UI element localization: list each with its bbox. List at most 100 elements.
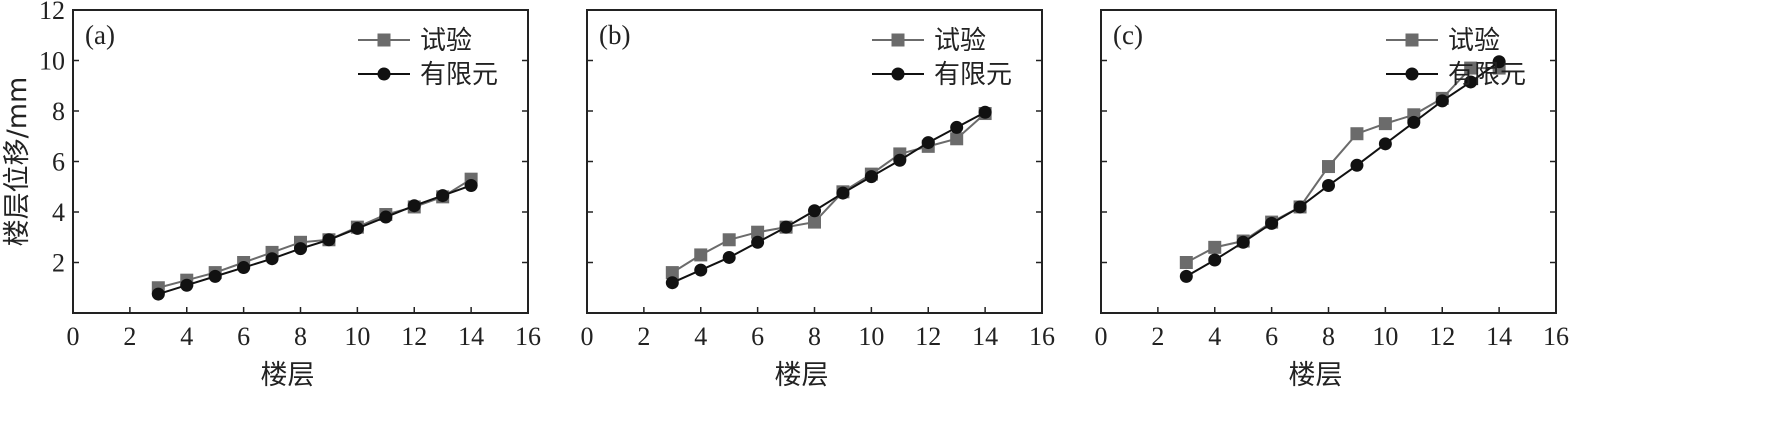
x-tick-label: 2 xyxy=(123,322,136,351)
series-test xyxy=(1179,61,1506,269)
y-tick-label: 4 xyxy=(52,198,65,227)
x-tick-label: 0 xyxy=(581,322,594,351)
x-tick-label: 10 xyxy=(858,322,884,351)
panel-label: (b) xyxy=(599,20,630,50)
series-test xyxy=(151,172,478,295)
data-point-circle xyxy=(1322,178,1335,192)
data-point-circle xyxy=(1492,55,1506,69)
y-tick-label: 8 xyxy=(52,97,65,126)
data-point-square xyxy=(950,132,964,146)
data-point-square xyxy=(751,225,765,239)
data-point-circle xyxy=(1208,253,1222,267)
data-point-square xyxy=(1464,61,1478,75)
data-point-circle xyxy=(1350,158,1364,172)
data-point-circle xyxy=(1378,137,1392,151)
x-tick-label: 6 xyxy=(1265,322,1278,351)
legend-label: 有限元 xyxy=(1448,60,1526,90)
x-tick-label: 4 xyxy=(694,322,707,351)
x-tick-label: 12 xyxy=(401,322,427,351)
series-fem xyxy=(665,105,992,290)
x-tick-label: 6 xyxy=(237,322,250,351)
x-tick-label: 4 xyxy=(180,322,193,351)
data-point-square xyxy=(808,215,821,229)
data-point-circle xyxy=(151,287,165,301)
x-tick-label: 0 xyxy=(67,322,80,351)
data-point-circle xyxy=(1179,269,1193,283)
data-point-square xyxy=(1208,240,1222,254)
data-point-square xyxy=(1179,256,1193,269)
legend-label: 有限元 xyxy=(420,60,498,90)
series-line xyxy=(671,111,986,284)
data-point-square xyxy=(1322,160,1335,174)
series-line xyxy=(158,184,472,296)
x-tick-label: 8 xyxy=(294,322,307,351)
legend-marker-circle xyxy=(891,67,905,81)
data-point-circle xyxy=(921,136,935,150)
data-point-circle xyxy=(722,250,736,264)
x-tick-label: 0 xyxy=(1095,322,1108,351)
legend-marker-circle xyxy=(1405,67,1419,81)
data-point-circle xyxy=(751,235,765,249)
x-tick-label: 12 xyxy=(1429,322,1455,351)
data-point-square xyxy=(722,233,736,247)
x-tick-label: 10 xyxy=(1372,322,1398,351)
x-tick-label: 14 xyxy=(972,322,998,351)
data-point-circle xyxy=(322,233,336,247)
data-point-circle xyxy=(1265,216,1279,230)
x-tick-label: 8 xyxy=(1322,322,1335,351)
data-point-circle xyxy=(893,153,907,167)
data-point-circle xyxy=(294,242,307,256)
legend-label: 试验 xyxy=(1448,26,1500,56)
x-axis-label: 楼层 xyxy=(261,360,315,391)
data-point-circle xyxy=(1236,235,1250,249)
series-line xyxy=(158,178,472,289)
data-point-square xyxy=(665,266,679,280)
legend-label: 试验 xyxy=(420,26,472,56)
x-tick-label: 8 xyxy=(808,322,821,351)
data-point-circle xyxy=(1407,115,1421,129)
series-test xyxy=(665,107,992,280)
x-tick-label: 16 xyxy=(515,322,541,351)
data-point-circle xyxy=(407,199,421,213)
data-point-circle xyxy=(665,276,679,290)
x-tick-label: 4 xyxy=(1208,322,1221,351)
data-point-circle xyxy=(1435,94,1449,108)
y-tick-label: 10 xyxy=(39,47,65,76)
x-tick-label: 2 xyxy=(1151,322,1164,351)
data-point-circle xyxy=(208,269,222,283)
panel-label: (c) xyxy=(1113,20,1143,50)
legend-marker-square xyxy=(377,33,391,47)
data-point-circle xyxy=(265,252,279,266)
x-axis-label: 楼层 xyxy=(1289,360,1343,391)
data-point-circle xyxy=(180,278,194,292)
x-tick-label: 2 xyxy=(637,322,650,351)
legend-label: 有限元 xyxy=(934,60,1012,90)
data-point-circle xyxy=(436,189,450,203)
data-point-circle xyxy=(779,220,793,234)
x-tick-label: 12 xyxy=(915,322,941,351)
series-line xyxy=(1185,67,1500,264)
x-axis-label: 楼层 xyxy=(775,360,829,391)
series-fem xyxy=(1179,55,1506,283)
legend-marker-circle xyxy=(377,67,391,81)
data-point-square xyxy=(694,248,708,262)
data-point-circle xyxy=(1293,200,1307,214)
data-point-circle xyxy=(864,170,878,184)
y-tick-label: 6 xyxy=(52,148,65,177)
data-point-circle xyxy=(950,120,964,134)
panel-label: (a) xyxy=(85,20,115,50)
x-tick-label: 6 xyxy=(751,322,764,351)
x-tick-label: 16 xyxy=(1029,322,1055,351)
data-point-circle xyxy=(808,204,821,218)
data-point-circle xyxy=(1464,75,1478,89)
legend-marker-square xyxy=(891,33,905,47)
x-tick-label: 14 xyxy=(1486,322,1512,351)
data-point-circle xyxy=(237,261,251,275)
